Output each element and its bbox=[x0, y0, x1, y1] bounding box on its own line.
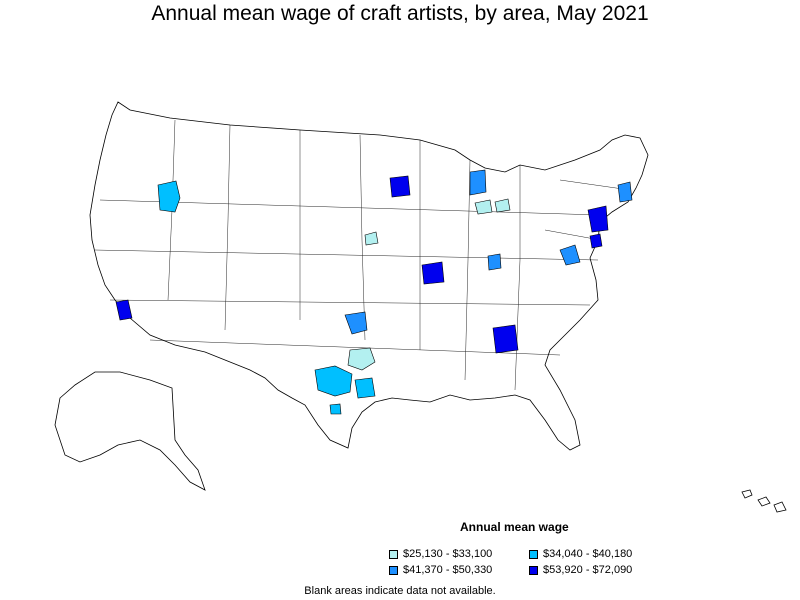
area-dc bbox=[559, 244, 581, 266]
area-albuquerque bbox=[344, 311, 368, 335]
legend-swatch bbox=[389, 549, 398, 559]
contiguous-us-outline bbox=[89, 101, 649, 451]
area-philly bbox=[589, 233, 603, 249]
map-title: Annual mean wage of craft artists, by ar… bbox=[151, 2, 649, 25]
map-legend: $25,130 - $33,100 $34,040 - $40,180 $41,… bbox=[389, 546, 669, 578]
legend-label: $25,130 - $33,100 bbox=[403, 548, 493, 560]
area-tx-small bbox=[329, 403, 342, 415]
area-ks bbox=[364, 231, 379, 246]
area-boston bbox=[617, 181, 633, 203]
area-oklahoma-city bbox=[347, 347, 376, 371]
area-houston bbox=[354, 377, 376, 399]
legend-row: $41,370 - $50,330 $53,920 - $72,090 bbox=[389, 562, 669, 578]
area-columbus bbox=[487, 253, 502, 271]
area-minneapolis bbox=[389, 175, 411, 198]
internal-boundaries bbox=[94, 119, 631, 391]
legend-swatch bbox=[389, 565, 398, 575]
legend-item: $25,130 - $33,100 bbox=[389, 548, 529, 560]
wage-areas bbox=[115, 169, 633, 415]
legend-label: $41,370 - $50,330 bbox=[403, 564, 493, 576]
alaska-outline bbox=[54, 371, 206, 491]
legend-title: Annual mean wage bbox=[460, 520, 569, 534]
state-outlines bbox=[54, 101, 787, 513]
legend-label: $34,040 - $40,180 bbox=[543, 548, 633, 560]
area-nyc bbox=[587, 205, 609, 233]
legend-item: $53,920 - $72,090 bbox=[529, 564, 669, 576]
area-st-louis bbox=[421, 261, 445, 285]
area-boise bbox=[157, 180, 181, 213]
data-availability-note: Blank areas indicate data not available. bbox=[304, 585, 496, 597]
hawaii-outline bbox=[741, 489, 787, 513]
area-austin-sa bbox=[314, 365, 353, 397]
area-atlanta bbox=[492, 324, 519, 354]
legend-item: $41,370 - $50,330 bbox=[389, 564, 529, 576]
legend-swatch bbox=[529, 549, 538, 559]
legend-item: $34,040 - $40,180 bbox=[529, 548, 669, 560]
legend-label: $53,920 - $72,090 bbox=[543, 564, 633, 576]
area-grand-rapids bbox=[469, 169, 487, 196]
area-mi2 bbox=[494, 198, 511, 213]
area-los-angeles bbox=[115, 299, 133, 321]
legend-row: $25,130 - $33,100 $34,040 - $40,180 bbox=[389, 546, 669, 562]
legend-swatch bbox=[529, 565, 538, 575]
area-mi bbox=[474, 199, 493, 215]
